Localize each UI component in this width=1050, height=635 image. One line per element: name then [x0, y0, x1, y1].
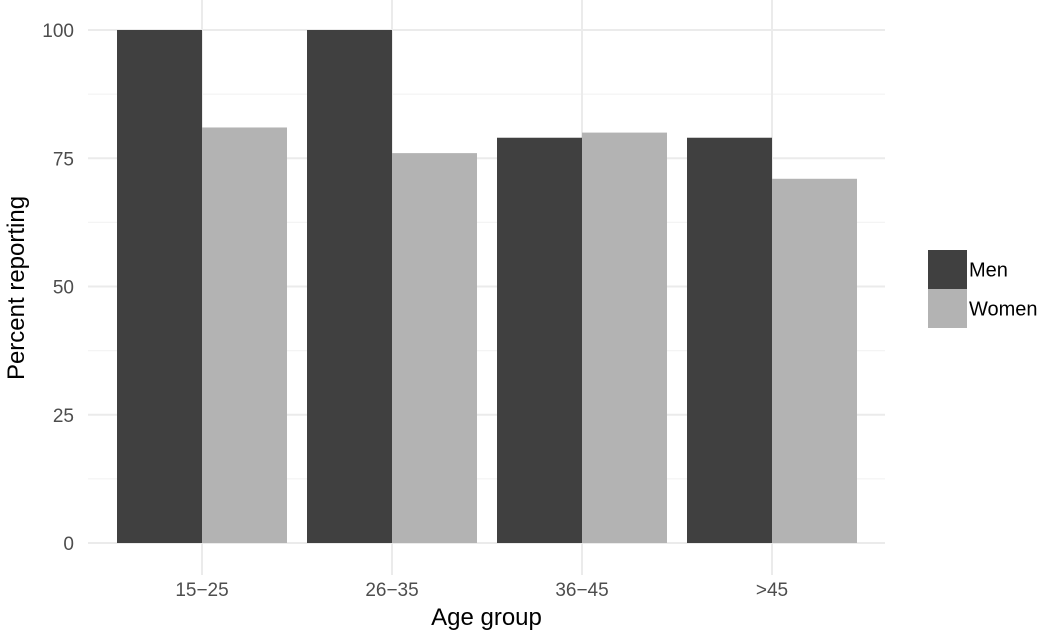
y-tick-label: 25	[53, 406, 74, 427]
y-tick-label: 100	[42, 21, 74, 42]
bar-men-3	[497, 137, 582, 544]
bar-men-1	[117, 30, 202, 543]
bars	[117, 30, 857, 544]
bar-women-3	[582, 132, 667, 543]
legend-key-women	[928, 289, 967, 328]
x-axis-title: Age group	[431, 604, 542, 631]
x-tick-label: >45	[756, 580, 788, 601]
x-tick-label: 36−45	[555, 580, 608, 601]
y-tick-label: 0	[63, 534, 74, 555]
x-tick-label: 26−35	[365, 580, 418, 601]
bar-women-2	[392, 153, 477, 543]
tick-labels: 0 25 50 75 100 15−25 26−35 36−45 >45	[42, 21, 788, 601]
bar-men-4	[687, 137, 772, 544]
legend: Men Women	[928, 250, 1038, 328]
x-tick-label: 15−25	[175, 580, 228, 601]
bar-women-4	[772, 178, 857, 543]
legend-label-men: Men	[969, 260, 1008, 282]
bar-men-2	[307, 30, 392, 543]
legend-key-men	[928, 250, 967, 289]
y-tick-label: 50	[53, 278, 74, 299]
y-tick-label: 75	[53, 149, 74, 170]
y-axis-title: Percent reporting	[3, 196, 30, 380]
bar-women-1	[202, 127, 287, 543]
legend-label-women: Women	[969, 299, 1038, 321]
